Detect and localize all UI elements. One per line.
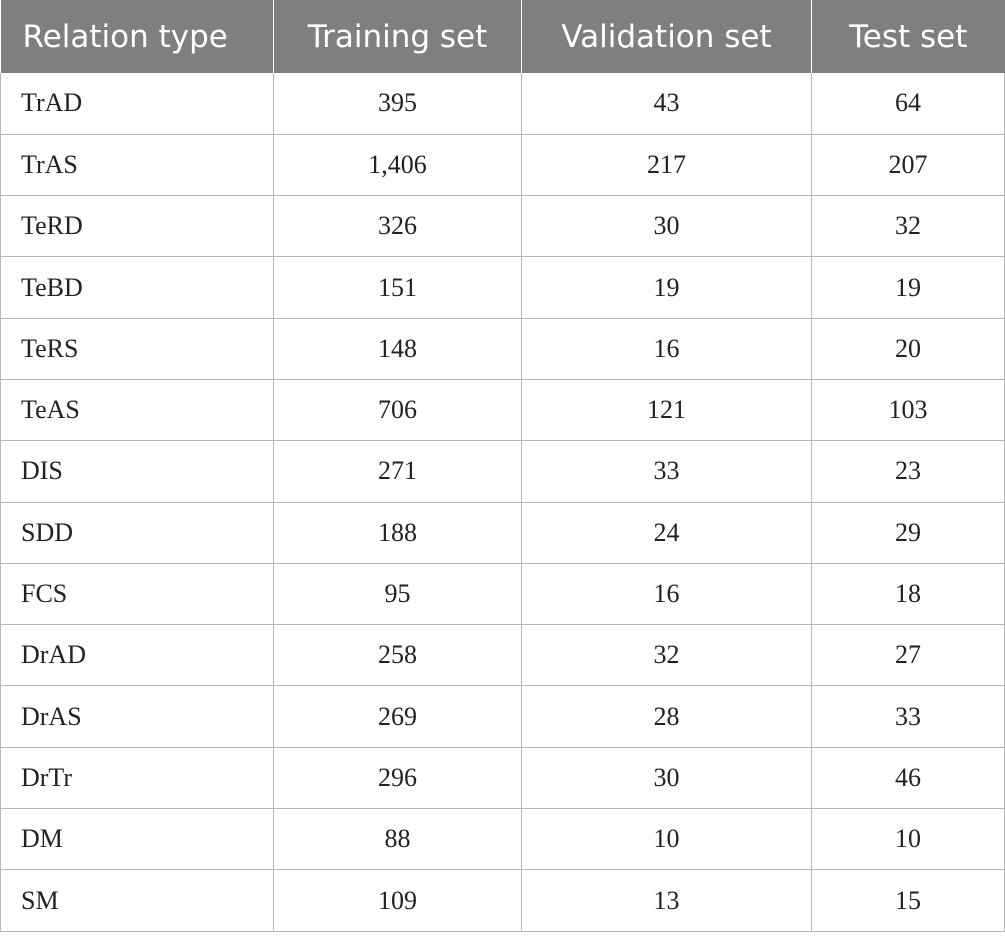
table-row: SDD 188 24 29 (0, 501, 1005, 564)
cell-test-set: 18 (811, 562, 1005, 626)
table-row: DrAD 258 32 27 (0, 624, 1005, 687)
cell-relation-type: DrAS (0, 685, 274, 748)
header-test-set: Test set (811, 0, 1005, 73)
cell-training-set: 1,406 (273, 133, 522, 197)
cell-test-set: 23 (811, 440, 1005, 503)
table-row: DM 88 10 10 (0, 808, 1005, 871)
table-row: DrAS 269 28 33 (0, 685, 1005, 748)
cell-relation-type: TeAS (0, 378, 274, 442)
cell-relation-type: TeRS (0, 317, 274, 380)
cell-test-set: 29 (811, 501, 1005, 564)
table-row: TeRD 326 30 32 (0, 195, 1005, 258)
cell-test-set: 19 (811, 256, 1005, 319)
cell-test-set: 32 (811, 195, 1005, 258)
table-row: TeAS 706 121 103 (0, 378, 1005, 442)
cell-training-set: 326 (273, 195, 522, 258)
header-row: Relation type Training set Validation se… (0, 0, 1005, 73)
cell-relation-type: SDD (0, 501, 274, 564)
cell-validation-set: 19 (521, 256, 812, 319)
cell-validation-set: 33 (521, 440, 812, 503)
cell-validation-set: 24 (521, 501, 812, 564)
cell-relation-type: TrAS (0, 133, 274, 197)
cell-validation-set: 16 (521, 317, 812, 380)
table-row: TrAS 1,406 217 207 (0, 133, 1005, 197)
cell-training-set: 258 (273, 624, 522, 687)
cell-test-set: 207 (811, 133, 1005, 197)
cell-training-set: 88 (273, 808, 522, 871)
cell-training-set: 395 (273, 73, 522, 135)
cell-validation-set: 30 (521, 195, 812, 258)
cell-validation-set: 217 (521, 133, 812, 197)
cell-training-set: 269 (273, 685, 522, 748)
cell-relation-type: SM (0, 869, 274, 932)
table-row: TrAD 395 43 64 (0, 73, 1005, 135)
cell-training-set: 95 (273, 562, 522, 626)
cell-test-set: 33 (811, 685, 1005, 748)
cell-relation-type: DrTr (0, 746, 274, 810)
cell-relation-type: FCS (0, 562, 274, 626)
cell-validation-set: 13 (521, 869, 812, 932)
cell-test-set: 64 (811, 73, 1005, 135)
cell-test-set: 15 (811, 869, 1005, 932)
cell-relation-type: TrAD (0, 73, 274, 135)
table-row: TeRS 148 16 20 (0, 317, 1005, 380)
cell-test-set: 20 (811, 317, 1005, 380)
table-row: FCS 95 16 18 (0, 562, 1005, 626)
cell-relation-type: DIS (0, 440, 274, 503)
header-relation-type: Relation type (0, 0, 274, 73)
table-row: DrTr 296 30 46 (0, 746, 1005, 810)
cell-training-set: 109 (273, 869, 522, 932)
cell-test-set: 103 (811, 378, 1005, 442)
table-row: SM 109 13 15 (0, 869, 1005, 932)
cell-training-set: 151 (273, 256, 522, 319)
cell-relation-type: DM (0, 808, 274, 871)
cell-validation-set: 32 (521, 624, 812, 687)
cell-training-set: 271 (273, 440, 522, 503)
cell-relation-type: TeRD (0, 195, 274, 258)
cell-relation-type: TeBD (0, 256, 274, 319)
cell-validation-set: 30 (521, 746, 812, 810)
table-body: TrAD 395 43 64 TrAS 1,406 217 207 TeRD 326 30 32 TeB… (0, 73, 1005, 932)
cell-training-set: 296 (273, 746, 522, 810)
cell-training-set: 706 (273, 378, 522, 442)
cell-test-set: 27 (811, 624, 1005, 687)
table-header: Relation type Training set Validation se… (0, 0, 1005, 73)
cell-test-set: 46 (811, 746, 1005, 810)
cell-training-set: 148 (273, 317, 522, 380)
cell-relation-type: DrAD (0, 624, 274, 687)
cell-test-set: 10 (811, 808, 1005, 871)
table-row: DIS 271 33 23 (0, 440, 1005, 503)
cell-validation-set: 43 (521, 73, 812, 135)
cell-validation-set: 28 (521, 685, 812, 748)
cell-validation-set: 121 (521, 378, 812, 442)
header-training-set: Training set (273, 0, 522, 73)
cell-training-set: 188 (273, 501, 522, 564)
cell-validation-set: 10 (521, 808, 812, 871)
table-row: TeBD 151 19 19 (0, 256, 1005, 319)
cell-validation-set: 16 (521, 562, 812, 626)
header-validation-set: Validation set (521, 0, 812, 73)
